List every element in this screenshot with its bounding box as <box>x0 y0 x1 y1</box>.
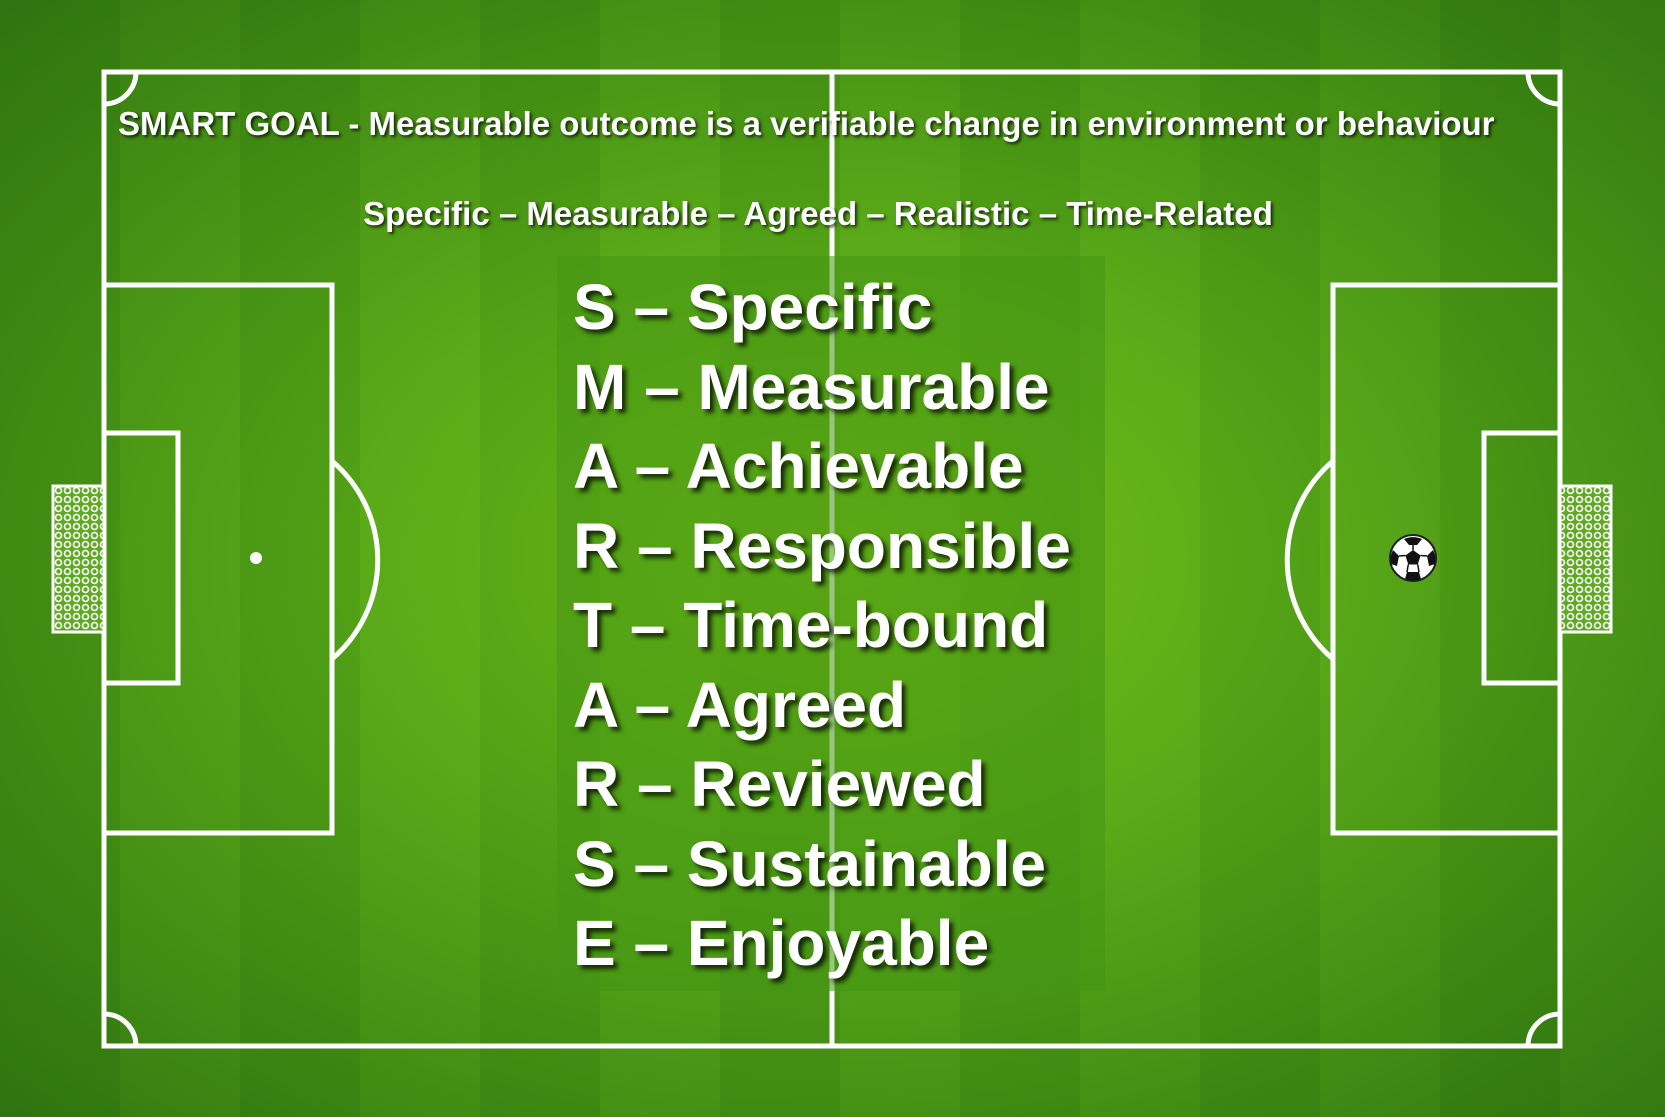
right-six-yard-box <box>1481 430 1563 686</box>
goal-net-icon <box>1558 484 1613 634</box>
acronym-item: E – Enjoyable <box>573 907 990 979</box>
corner-arc-top-left <box>103 71 139 107</box>
corner-arc-bottom-right <box>1525 1011 1561 1047</box>
corner-arc-bottom-left <box>103 1011 139 1047</box>
smart-goal-heading: SMART GOAL - Measurable outcome is a ver… <box>118 105 1495 142</box>
smarter-acronym-list: S – Specific M – Measurable A – Achievab… <box>573 268 1071 984</box>
acronym-panel <box>557 256 1105 991</box>
acronym-item: A – Achievable <box>573 430 1024 502</box>
acronym-item: R – Reviewed <box>573 748 986 820</box>
corner-arc-top-right <box>1525 71 1561 107</box>
soccer-ball-icon <box>1389 534 1437 582</box>
acronym-item: S – Specific <box>573 271 933 343</box>
acronym-item: S – Sustainable <box>573 827 1047 900</box>
right-penalty-arc <box>1284 459 1335 661</box>
left-penalty-arc <box>330 459 381 661</box>
right-penalty-box <box>1330 282 1563 836</box>
left-six-yard-box <box>101 430 181 686</box>
acronym-item: T – Time-bound <box>573 589 1049 661</box>
acronym-item: R – Responsible <box>573 509 1071 582</box>
left-penalty-spot <box>250 552 262 564</box>
acronym-item: A – Agreed <box>573 668 907 741</box>
left-penalty-box <box>101 282 335 836</box>
goal-net-icon <box>51 484 106 634</box>
smart-goal-subheading: Specific – Measurable – Agreed – Realist… <box>363 195 1273 232</box>
acronym-item: M – Measurable <box>573 350 1050 423</box>
